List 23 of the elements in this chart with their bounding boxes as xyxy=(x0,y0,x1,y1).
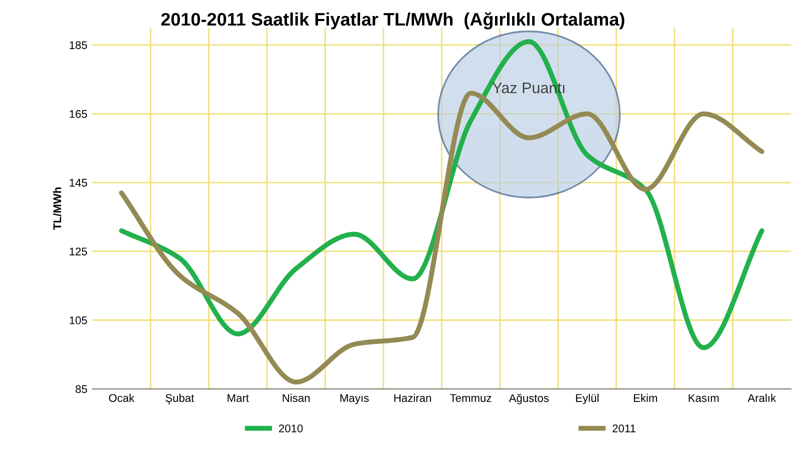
x-tick-label: Temmuz xyxy=(450,394,492,402)
x-tick-label: Ağustos xyxy=(508,394,549,404)
y-tick-label: 105 xyxy=(70,316,88,324)
x-tick-label: Mart xyxy=(228,394,249,402)
y-tick-label: 165 xyxy=(70,110,88,118)
y-tick-label: 85 xyxy=(76,385,88,394)
y-tick-label: 185 xyxy=(70,41,88,50)
legend-label: 2011 xyxy=(612,424,636,432)
chart-title: 2010-2011 Saatlik Fiyatlar TL/MWh (Ağırlıklı Ortalama) xyxy=(161,12,624,30)
x-tick-label: Ocak xyxy=(109,394,134,402)
y-axis-title: TL/MWh xyxy=(53,187,62,230)
x-tick-label: Ekim xyxy=(634,394,658,402)
x-tick-label: Eylül xyxy=(576,394,598,404)
x-tick-label: Şubat xyxy=(166,394,194,404)
x-tick-label: Haziran xyxy=(394,394,431,402)
x-tick-label: Nisan xyxy=(282,394,310,402)
x-tick-label: Aralık xyxy=(748,394,776,402)
y-tick-label: 125 xyxy=(70,248,88,256)
x-tick-label: Kasım xyxy=(688,394,719,402)
line-series xyxy=(119,39,764,350)
x-tick-label: Mayıs xyxy=(340,394,369,404)
y-tick-label: 145 xyxy=(70,178,88,187)
legend-label: 2010 xyxy=(279,424,303,432)
